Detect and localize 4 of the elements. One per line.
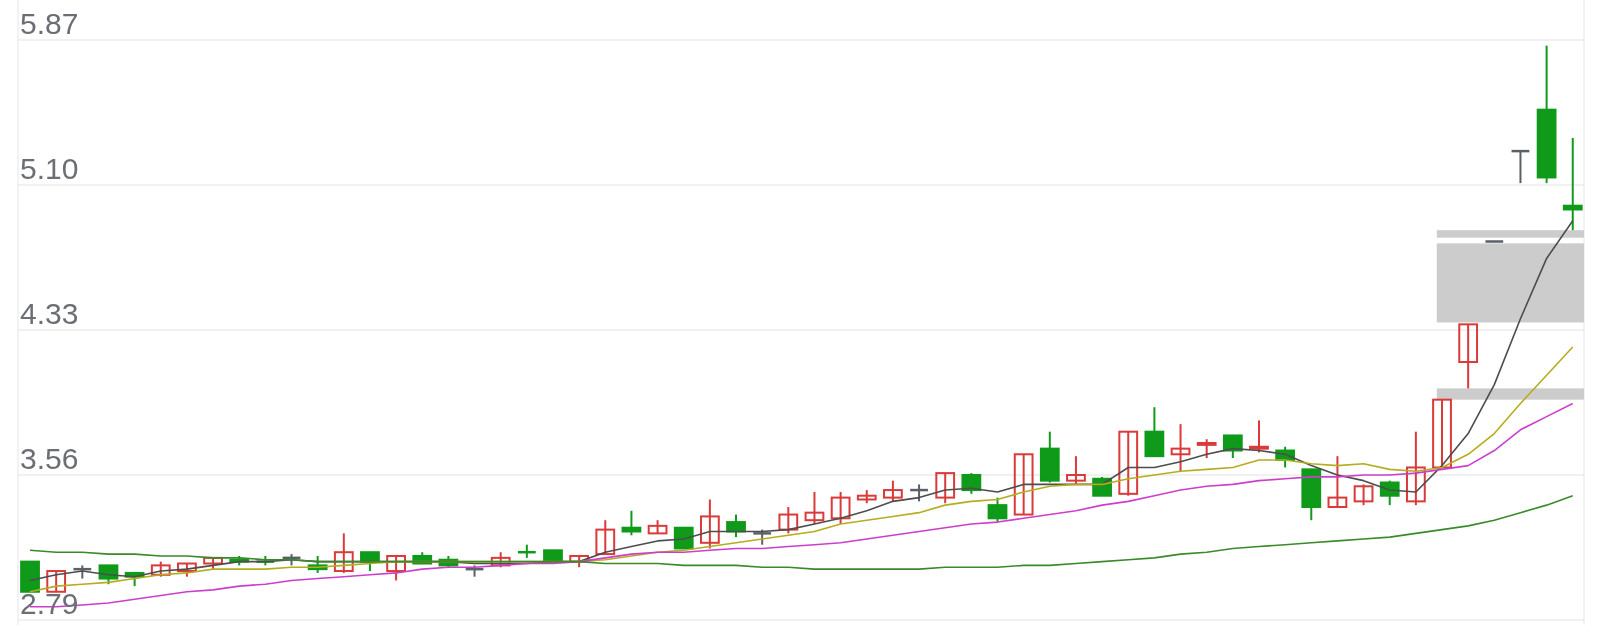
- y-tick-label: 5.10: [20, 152, 79, 185]
- y-tick-label: 4.33: [20, 297, 79, 330]
- y-tick-label: 3.56: [20, 442, 79, 475]
- y-tick-label: 5.87: [20, 7, 79, 40]
